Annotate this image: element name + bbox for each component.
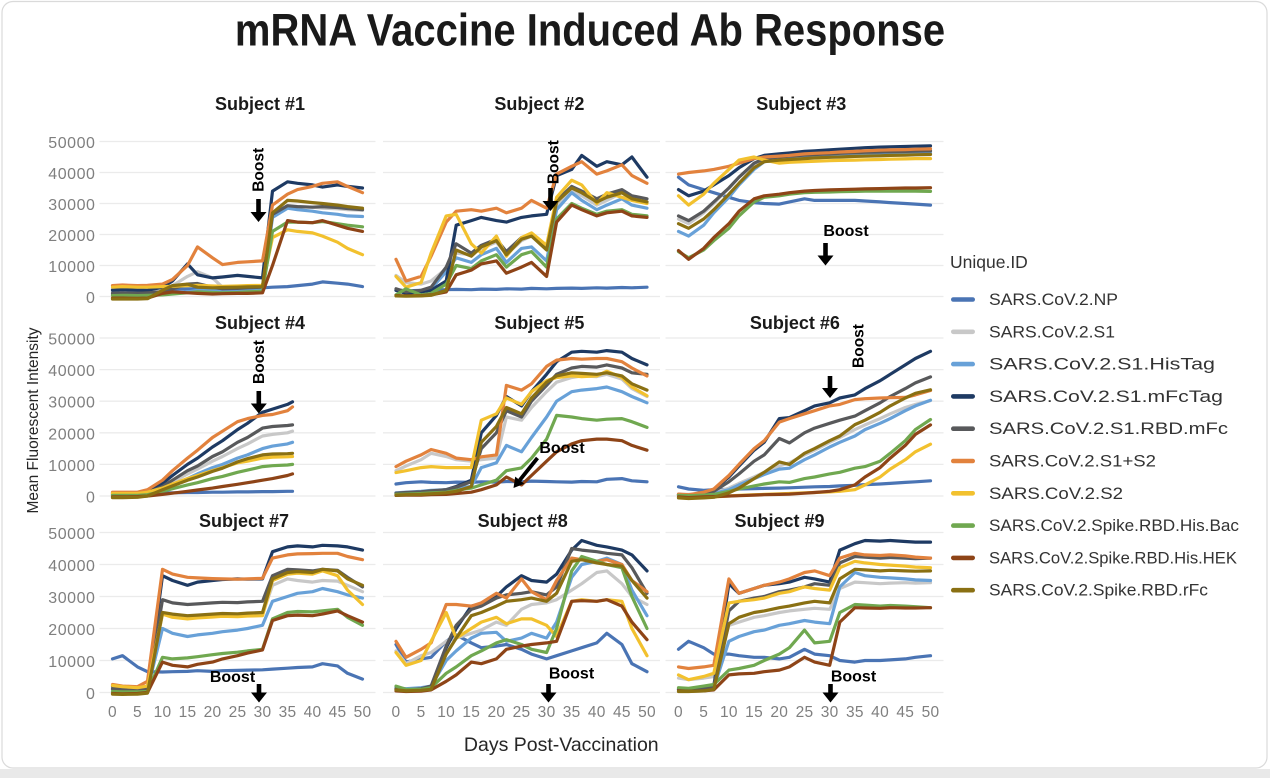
svg-text:15: 15 <box>179 704 197 721</box>
svg-text:Mean Fluorescent Intensity: Mean Fluorescent Intensity <box>25 327 42 513</box>
svg-text:0: 0 <box>86 686 95 703</box>
svg-text:0: 0 <box>392 704 401 721</box>
svg-text:25: 25 <box>796 704 814 721</box>
svg-text:45: 45 <box>613 704 631 721</box>
svg-text:Subject #5: Subject #5 <box>494 313 584 333</box>
svg-text:50: 50 <box>638 704 656 721</box>
svg-text:Subject #3: Subject #3 <box>756 94 846 114</box>
svg-text:20000: 20000 <box>48 228 95 245</box>
svg-text:5: 5 <box>133 704 142 721</box>
svg-text:5: 5 <box>417 704 426 721</box>
svg-text:10000: 10000 <box>48 654 95 671</box>
svg-text:Days Post-Vaccination: Days Post-Vaccination <box>464 734 659 756</box>
svg-text:10: 10 <box>437 704 455 721</box>
svg-text:15: 15 <box>462 704 480 721</box>
svg-text:10000: 10000 <box>48 458 95 475</box>
svg-text:Subject #1: Subject #1 <box>215 94 305 114</box>
svg-text:SARS.CoV.2.NP: SARS.CoV.2.NP <box>989 290 1118 309</box>
svg-text:Subject #9: Subject #9 <box>734 511 824 531</box>
svg-text:40000: 40000 <box>48 166 95 183</box>
svg-text:30000: 30000 <box>48 197 95 214</box>
svg-text:20000: 20000 <box>48 426 95 443</box>
svg-text:30000: 30000 <box>48 395 95 412</box>
svg-text:15: 15 <box>745 704 763 721</box>
svg-text:40: 40 <box>871 704 889 721</box>
svg-text:35: 35 <box>846 704 864 721</box>
svg-text:20: 20 <box>487 704 505 721</box>
svg-text:Subject #6: Subject #6 <box>750 313 840 333</box>
svg-text:50000: 50000 <box>48 526 95 543</box>
svg-text:SARS.CoV.2.Spike.RBD.His.HEK: SARS.CoV.2.Spike.RBD.His.HEK <box>989 548 1238 567</box>
svg-text:Subject #8: Subject #8 <box>478 511 568 531</box>
svg-text:SARS.CoV.2.S1: SARS.CoV.2.S1 <box>989 322 1115 341</box>
svg-text:20: 20 <box>204 704 222 721</box>
svg-text:50: 50 <box>922 704 940 721</box>
svg-text:SARS.CoV.2.Spike.RBD.His.Bac: SARS.CoV.2.Spike.RBD.His.Bac <box>989 516 1239 535</box>
svg-text:Subject #2: Subject #2 <box>494 94 584 114</box>
svg-text:SARS.CoV.2.Spike.RBD.rFc: SARS.CoV.2.Spike.RBD.rFc <box>989 581 1209 600</box>
svg-text:mRNA Vaccine Induced Ab Respon: mRNA Vaccine Induced Ab Response <box>235 5 945 56</box>
svg-text:50000: 50000 <box>48 332 95 349</box>
svg-text:Boost: Boost <box>823 223 869 240</box>
svg-text:Boost: Boost <box>831 669 877 686</box>
svg-text:Boost: Boost <box>546 140 563 184</box>
svg-text:25: 25 <box>229 704 247 721</box>
svg-text:Subject #4: Subject #4 <box>215 313 305 333</box>
svg-text:SARS.CoV.2.S2: SARS.CoV.2.S2 <box>989 484 1123 503</box>
svg-text:40000: 40000 <box>48 558 95 575</box>
svg-text:Subject #7: Subject #7 <box>199 511 289 531</box>
svg-text:25: 25 <box>513 704 531 721</box>
svg-text:SARS.CoV.2.S1.RBD.mFc: SARS.CoV.2.S1.RBD.mFc <box>989 419 1229 438</box>
svg-text:10: 10 <box>720 704 738 721</box>
svg-text:Boost: Boost <box>539 440 585 457</box>
svg-text:Boost: Boost <box>210 669 256 686</box>
svg-text:Boost: Boost <box>851 324 868 368</box>
svg-text:20: 20 <box>770 704 788 721</box>
svg-text:20000: 20000 <box>48 622 95 639</box>
svg-text:Unique.ID: Unique.ID <box>950 252 1028 272</box>
svg-text:Boost: Boost <box>251 340 268 384</box>
svg-text:40000: 40000 <box>48 363 95 380</box>
svg-text:10: 10 <box>154 704 172 721</box>
svg-text:40: 40 <box>588 704 606 721</box>
svg-text:30: 30 <box>821 704 839 721</box>
svg-text:0: 0 <box>108 704 117 721</box>
svg-text:0: 0 <box>86 490 95 507</box>
svg-text:40: 40 <box>304 704 322 721</box>
svg-text:Boost: Boost <box>549 666 595 683</box>
svg-text:45: 45 <box>329 704 347 721</box>
svg-text:SARS.CoV.2.S1.mFcTag: SARS.CoV.2.S1.mFcTag <box>989 387 1223 406</box>
svg-text:Boost: Boost <box>251 148 268 192</box>
svg-text:30: 30 <box>254 704 272 721</box>
svg-text:30: 30 <box>538 704 556 721</box>
svg-text:45: 45 <box>896 704 914 721</box>
svg-text:50000: 50000 <box>48 135 95 152</box>
svg-text:5: 5 <box>699 704 708 721</box>
svg-text:0: 0 <box>86 290 95 307</box>
svg-text:SARS.CoV.2.S1+S2: SARS.CoV.2.S1+S2 <box>989 452 1156 471</box>
svg-text:SARS.CoV.2.S1.HisTag: SARS.CoV.2.S1.HisTag <box>989 355 1215 374</box>
svg-text:30000: 30000 <box>48 590 95 607</box>
svg-text:35: 35 <box>279 704 297 721</box>
svg-text:0: 0 <box>674 704 683 721</box>
svg-text:50: 50 <box>354 704 372 721</box>
svg-text:35: 35 <box>563 704 581 721</box>
svg-text:10000: 10000 <box>48 259 95 276</box>
